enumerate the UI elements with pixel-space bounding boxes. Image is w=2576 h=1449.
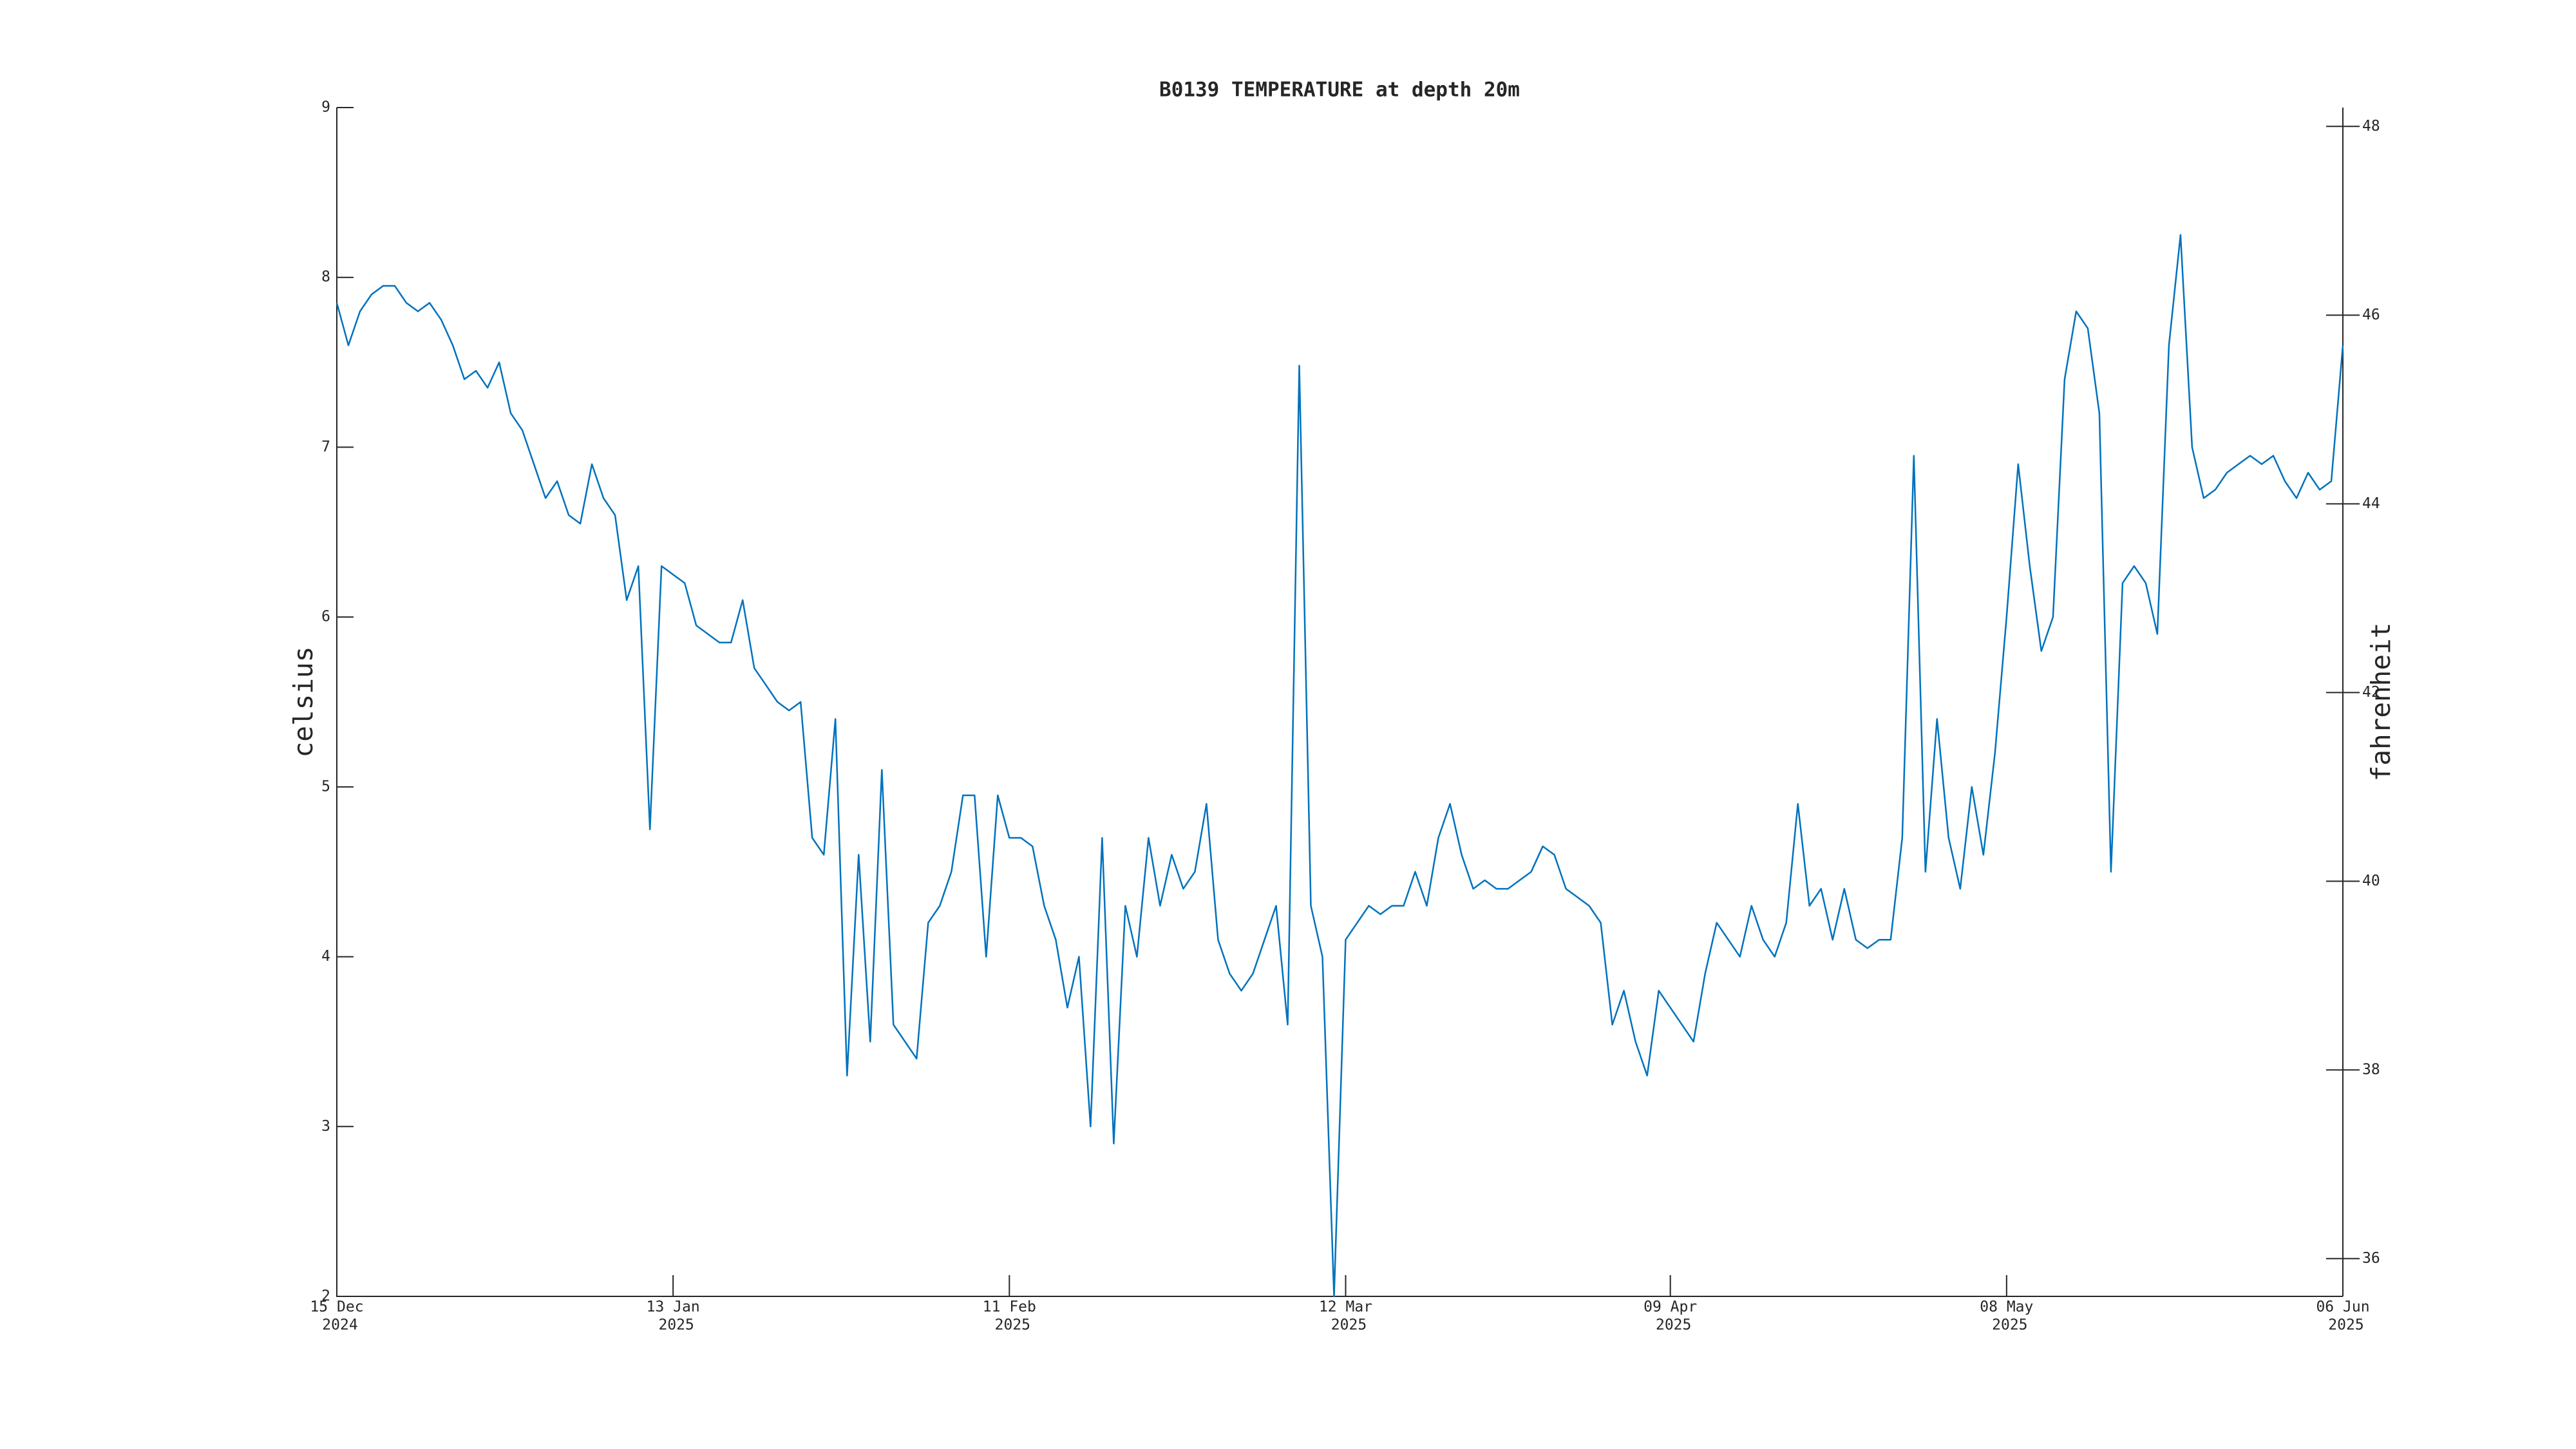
- y-tick-label: 5: [321, 778, 330, 795]
- y2-axis-label: fahrenheit: [2365, 623, 2396, 782]
- y-tick-label: 2: [321, 1288, 330, 1305]
- y2-tick-label: 40: [2362, 873, 2380, 889]
- y2-tick-label: 38: [2362, 1061, 2380, 1078]
- chart-title: B0139 TEMPERATURE at depth 20m: [1159, 79, 1520, 102]
- x-tick-label: 08 May: [1980, 1299, 2033, 1316]
- y-tick-label: 7: [321, 439, 330, 455]
- x-tick-label: 13 Jan: [647, 1299, 700, 1316]
- y-tick-label: 4: [321, 948, 330, 965]
- y2-tick-label: 42: [2362, 684, 2380, 701]
- x-tick-label: 2025: [1992, 1317, 2027, 1334]
- y2-tick-label: 36: [2362, 1250, 2380, 1267]
- temperature-line: [336, 234, 2344, 1298]
- y2-tick-label: 48: [2362, 118, 2380, 135]
- y2-tick-label: 46: [2362, 307, 2380, 323]
- y-tick-label: 6: [321, 609, 330, 625]
- x-tick-label: 15 Dec: [310, 1299, 363, 1316]
- y2-tick-label: 44: [2362, 495, 2380, 512]
- y-tick-label: 3: [321, 1118, 330, 1135]
- x-tick-label: 06 Jun: [2316, 1299, 2369, 1316]
- x-tick-label: 2024: [322, 1317, 357, 1334]
- y-tick-label: 9: [321, 99, 330, 116]
- y-axis-label: celsius: [288, 647, 319, 758]
- x-tick-label: 2025: [2328, 1317, 2363, 1334]
- y-tick-label: 8: [321, 269, 330, 285]
- x-tick-label: 11 Feb: [983, 1299, 1036, 1316]
- x-tick-label: 2025: [995, 1317, 1030, 1334]
- x-tick-label: 2025: [1656, 1317, 1691, 1334]
- x-tick-label: 2025: [658, 1317, 694, 1334]
- x-tick-label: 09 Apr: [1643, 1299, 1697, 1316]
- x-tick-label: 2025: [1331, 1317, 1367, 1334]
- x-tick-label: 12 Mar: [1319, 1299, 1372, 1316]
